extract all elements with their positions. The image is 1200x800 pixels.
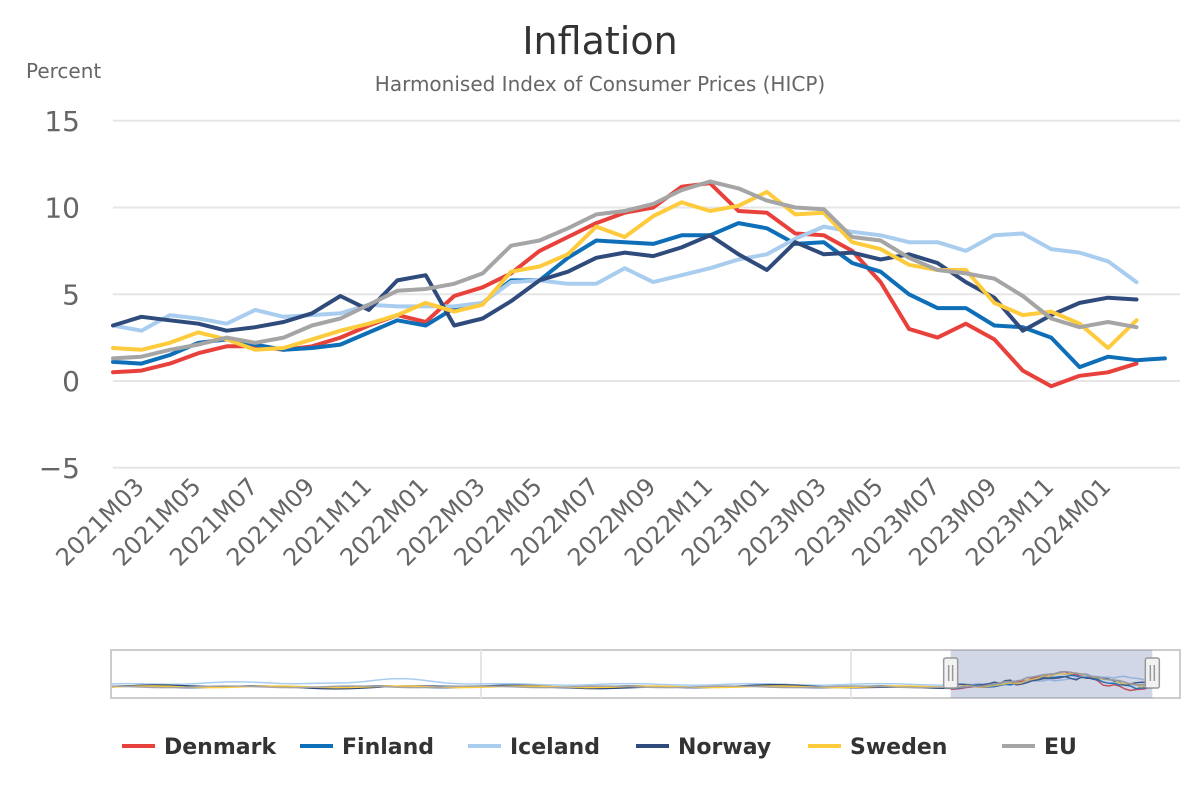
navigator-outline	[110, 649, 1181, 699]
legend-label: Denmark	[164, 735, 277, 760]
y-tick-label: 0	[62, 365, 80, 398]
legend-label: Iceland	[510, 735, 600, 760]
chart-subtitle: Harmonised Index of Consumer Prices (HIC…	[375, 72, 825, 96]
navigator-selected-range[interactable]	[950, 650, 1153, 698]
x-axis-ticks: 2021M032021M052021M072021M092021M112022M…	[50, 472, 1116, 571]
navigator-line-eu	[950, 670, 1147, 689]
legend-item-eu[interactable]: EU	[1002, 735, 1077, 760]
gridlines	[113, 119, 1180, 469]
series-line-denmark[interactable]	[111, 181, 1139, 389]
legend-label: Finland	[342, 735, 434, 760]
series-line-finland[interactable]	[111, 221, 1167, 370]
legend-label: EU	[1044, 735, 1077, 760]
y-tick-label: 10	[44, 192, 80, 225]
legend-item-denmark[interactable]: Denmark	[122, 735, 277, 760]
y-axis-ticks: 15 10 5 0 −5	[39, 105, 80, 485]
navigator[interactable]	[110, 649, 1181, 699]
legend-item-finland[interactable]: Finland	[300, 735, 434, 760]
y-tick-label: 5	[62, 278, 80, 311]
plot-area	[111, 179, 1167, 389]
legend-label: Norway	[678, 735, 771, 760]
y-tick-label: −5	[39, 452, 80, 485]
navigator-history-iceland	[111, 677, 951, 686]
legend-label: Sweden	[850, 735, 947, 760]
legend-item-iceland[interactable]: Iceland	[468, 735, 600, 760]
legend-item-sweden[interactable]: Sweden	[808, 735, 947, 760]
legend-item-norway[interactable]: Norway	[636, 735, 771, 760]
navigator-history-eu	[111, 685, 951, 689]
navigator-handle-right[interactable]	[1144, 657, 1161, 689]
navigator-line-norway	[950, 675, 1147, 687]
navigator-series	[111, 670, 1153, 692]
navigator-handle-left[interactable]	[942, 657, 959, 689]
y-tick-label: 15	[44, 105, 80, 138]
legend: Denmark Finland Iceland Norway Sweden EU	[122, 735, 1077, 760]
y-axis-title: Percent	[26, 59, 101, 83]
chart-title: Inflation	[522, 19, 677, 63]
